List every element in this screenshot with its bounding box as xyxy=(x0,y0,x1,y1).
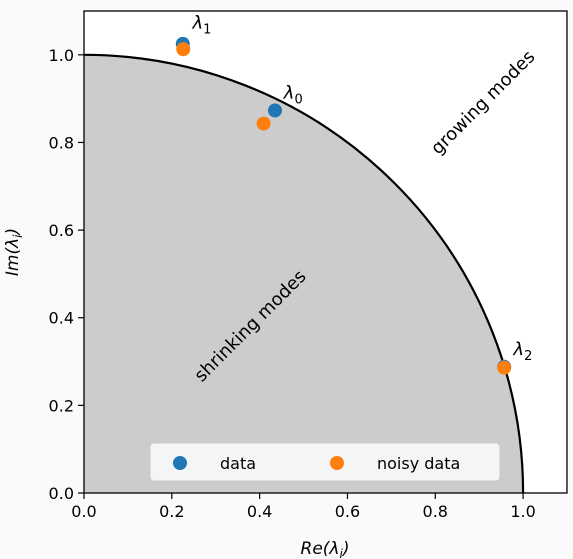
x-tick-label: 0.2 xyxy=(159,502,184,521)
eigenvalue-label: λ0 xyxy=(283,83,303,108)
x-tick-label: 0.4 xyxy=(247,502,272,521)
eigenvalue-label: λ1 xyxy=(191,13,211,38)
eigenvalue-label: λ2 xyxy=(512,339,532,364)
legend-label-noisy-data: noisy data xyxy=(377,454,460,473)
x-tick-label: 0.6 xyxy=(335,502,360,521)
y-tick-label: 1.0 xyxy=(49,46,74,65)
legend-box xyxy=(149,442,501,482)
y-tick-label: 0.6 xyxy=(49,221,74,240)
x-tick-label: 0.8 xyxy=(423,502,448,521)
legend-marker-data xyxy=(173,456,187,470)
x-tick-label: 1.0 xyxy=(510,502,535,521)
eigenvalue-labels: λ1 λ0 λ2 xyxy=(191,13,532,364)
noisy-data-point xyxy=(256,116,271,131)
y-axis-ticks: 0.0 0.2 0.4 0.6 0.8 1.0 xyxy=(49,46,84,503)
legend-marker-noisy-data xyxy=(330,456,344,470)
y-tick-label: 0.4 xyxy=(49,309,74,328)
y-tick-label: 0.2 xyxy=(49,396,74,415)
plot-frame xyxy=(83,10,568,494)
legend-label-data: data xyxy=(220,454,256,473)
unit-circle-boundary xyxy=(83,53,525,494)
data-point xyxy=(268,103,283,118)
y-tick-label: 0.0 xyxy=(49,484,74,503)
noisy-data-point xyxy=(497,360,512,375)
y-axis-label: Im(λi) xyxy=(3,228,25,276)
y-tick-label: 0.8 xyxy=(49,133,74,152)
data-points xyxy=(175,36,512,375)
legend: data noisy data xyxy=(149,442,501,482)
x-tick-label: 0.0 xyxy=(71,502,96,521)
x-axis-label: Re(λi) xyxy=(301,539,350,559)
noisy-data-point xyxy=(176,42,191,57)
x-axis-ticks: 0.0 0.2 0.4 0.6 0.8 1.0 xyxy=(71,493,536,521)
unit-circle-fill xyxy=(84,54,524,494)
